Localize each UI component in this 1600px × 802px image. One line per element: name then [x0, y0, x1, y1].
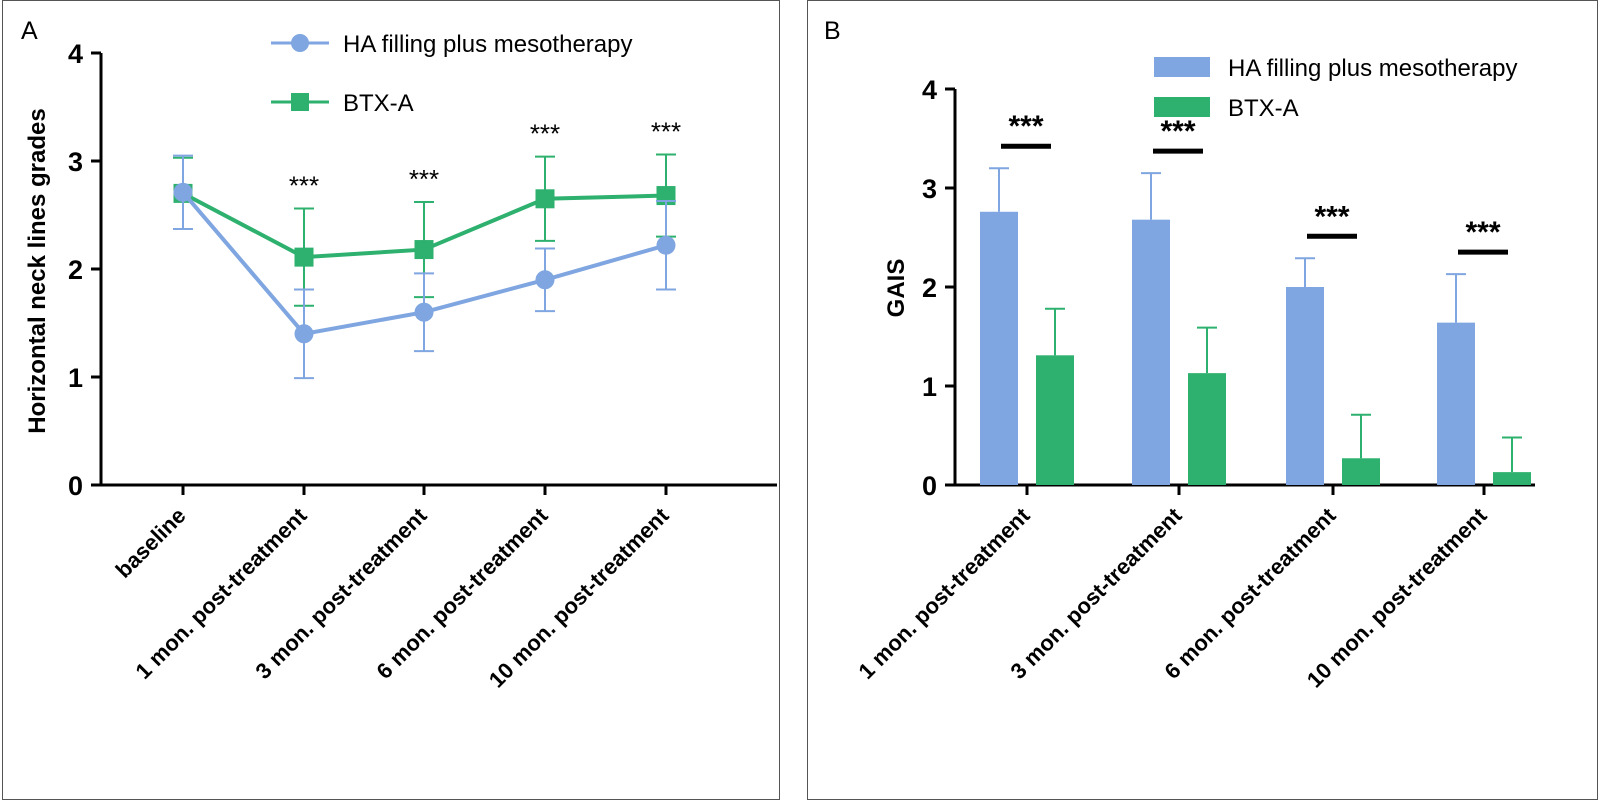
x-tick-label: 3 mon. post-treatment	[1005, 502, 1187, 684]
bar-ha	[980, 211, 1018, 485]
significance-label: ***	[289, 171, 319, 201]
bar-btx	[1188, 373, 1226, 485]
y-tick-label: 0	[922, 471, 937, 501]
significance-label: ***	[530, 119, 560, 149]
y-tick-label: 2	[68, 255, 83, 285]
bar-chart: B GAIS HA filling plus mesotherapy BTX-A…	[824, 17, 1535, 693]
panel-a: A Horizontal neck lines grades HA fillin…	[2, 0, 780, 800]
panel-label-b: B	[824, 17, 841, 45]
legend-label-ha: HA filling plus mesotherapy	[343, 31, 632, 58]
legend-b: HA filling plus mesotherapy BTX-A	[1154, 55, 1517, 122]
panel-label-a: A	[21, 17, 38, 45]
data-point-btx	[535, 189, 555, 209]
data-point-ha	[535, 270, 555, 290]
panel-b: B GAIS HA filling plus mesotherapy BTX-A…	[807, 0, 1598, 800]
data-point-ha	[414, 302, 434, 322]
legend-swatch-ha	[1154, 57, 1210, 77]
legend-label-btx: BTX-A	[343, 90, 414, 117]
x-tick-label: 10 mon. post-treatment	[1302, 502, 1492, 692]
significance-label: ***	[1008, 110, 1043, 143]
significance-label: ***	[1465, 216, 1500, 249]
plot-area-b: 0 1 2 3 4 1 mon. post-treatment *** 3 mon. post…	[853, 75, 1535, 693]
y-axis-label: Horizontal neck lines grades	[24, 108, 51, 433]
y-tick-label: 3	[68, 147, 83, 177]
y-tick-label: 1	[68, 363, 83, 393]
legend-a: HA filling plus mesotherapy BTX-A	[271, 31, 632, 117]
bar-btx	[1036, 355, 1074, 485]
y-axis-label-gais: GAIS	[883, 259, 910, 318]
legend-label-ha: HA filling plus mesotherapy	[1228, 55, 1517, 82]
x-tick-label: 1 mon. post-treatment	[853, 502, 1035, 684]
data-point-ha	[294, 324, 314, 344]
bar-ha	[1286, 287, 1324, 485]
bar-ha	[1437, 322, 1475, 485]
bar-ha	[1132, 219, 1170, 485]
significance-label: ***	[1160, 115, 1195, 148]
y-tick-label: 4	[68, 39, 83, 69]
y-tick-label: 2	[922, 273, 937, 303]
significance-label: ***	[651, 117, 681, 147]
bar-btx	[1342, 458, 1380, 485]
y-tick-label: 3	[922, 174, 937, 204]
data-point-btx	[414, 240, 434, 260]
legend-marker-btx	[291, 93, 309, 111]
data-point-ha	[656, 235, 676, 255]
legend-swatch-btx	[1154, 97, 1210, 117]
line-chart: A Horizontal neck lines grades HA fillin…	[21, 17, 777, 693]
legend-label-btx: BTX-A	[1228, 95, 1299, 122]
y-tick-label: 4	[922, 75, 937, 105]
data-point-ha	[173, 182, 193, 202]
bar-btx	[1493, 472, 1531, 485]
y-tick-label: 0	[68, 471, 83, 501]
legend-marker-ha	[291, 34, 309, 52]
x-tick-label: 6 mon. post-treatment	[1159, 502, 1341, 684]
x-tick-label: baseline	[111, 503, 191, 583]
y-tick-label: 1	[922, 372, 937, 402]
significance-label: ***	[1314, 200, 1349, 233]
data-point-btx	[294, 247, 314, 267]
significance-label: ***	[409, 164, 439, 194]
